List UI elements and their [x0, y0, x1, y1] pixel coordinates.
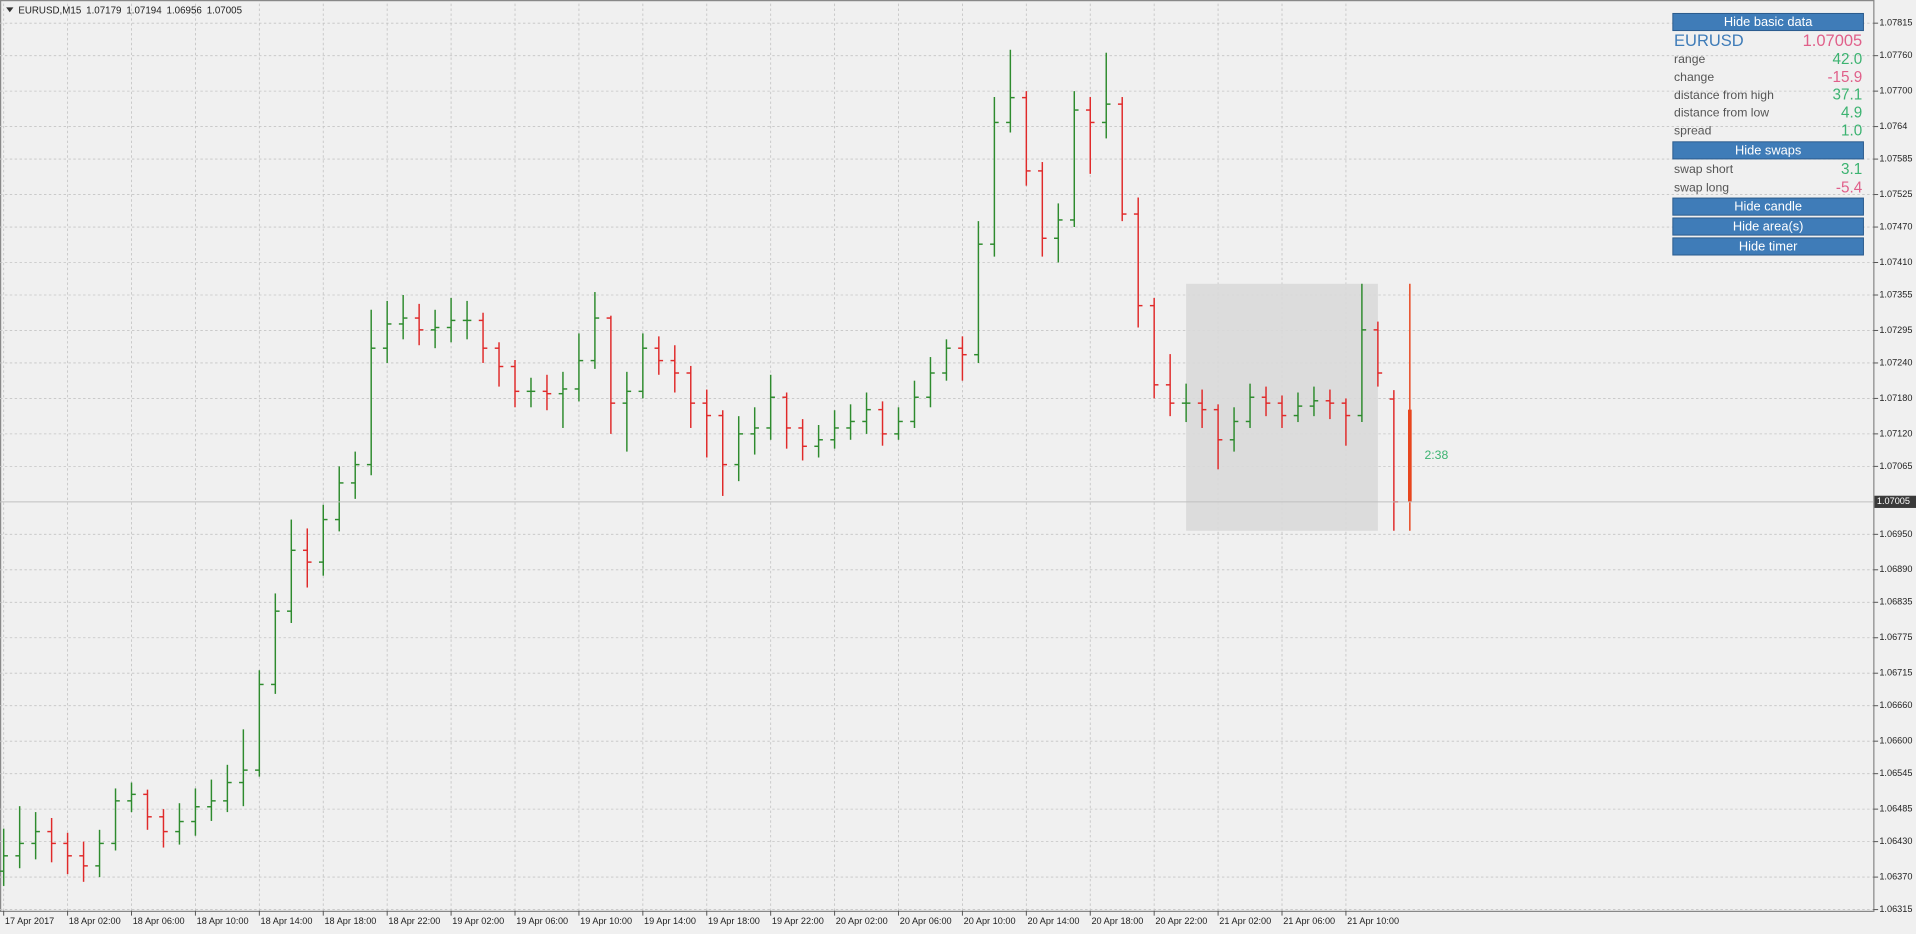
y-tick-label: 1.06660 [1879, 700, 1912, 710]
y-tick-label: 1.07120 [1879, 428, 1912, 438]
info-value: -15.9 [1827, 69, 1862, 86]
y-tick-label: 1.06890 [1879, 564, 1912, 574]
button-face[interactable] [1672, 12, 1864, 32]
header-value: 1.06956 [167, 5, 202, 16]
y-tick-label: 1.07355 [1879, 289, 1912, 299]
info-value: 37.1 [1833, 87, 1863, 104]
y-tick-label: 1.07585 [1879, 154, 1912, 164]
y-tick-label: 1.07525 [1879, 189, 1912, 199]
x-tick-label: 18 Apr 18:00 [324, 916, 376, 926]
y-tick-label: 1.07065 [1879, 461, 1912, 471]
symbol-name: EURUSD [1674, 32, 1744, 50]
x-tick-label: 19 Apr 22:00 [772, 916, 824, 926]
panel-button[interactable]: Hide area(s) [1672, 217, 1864, 236]
y-tick-label: 1.07295 [1879, 325, 1912, 335]
y-tick-label: 1.06430 [1879, 836, 1912, 846]
info-label: range [1674, 52, 1705, 66]
y-tick-label: 1.07410 [1879, 257, 1912, 267]
x-tick-label: 20 Apr 18:00 [1091, 916, 1143, 926]
y-tick-label: 1.06370 [1879, 872, 1912, 882]
x-tick-label: 19 Apr 10:00 [580, 916, 632, 926]
panel-button[interactable]: Hide candle [1672, 197, 1864, 216]
y-tick-label: 1.06950 [1879, 529, 1912, 539]
x-tick-label: 19 Apr 18:00 [708, 916, 760, 926]
plot-frame [0, 0, 1875, 912]
y-tick-label: 1.07470 [1879, 221, 1912, 231]
header-value: 1.07194 [126, 5, 162, 16]
button-label[interactable]: Hide swaps [1735, 142, 1801, 157]
x-tick-label: 18 Apr 22:00 [388, 916, 440, 926]
info-value: 4.9 [1841, 104, 1862, 121]
y-tick-label: 1.06835 [1879, 597, 1912, 607]
x-tick-label: 19 Apr 14:00 [644, 916, 696, 926]
y-tick-label: 1.06775 [1879, 632, 1912, 642]
x-tick-label: 19 Apr 06:00 [516, 916, 568, 926]
x-tick-label: 18 Apr 14:00 [261, 916, 313, 926]
button-label[interactable]: Hide timer [1739, 238, 1798, 253]
x-tick-label: 20 Apr 06:00 [900, 916, 952, 926]
button-face[interactable] [1672, 141, 1864, 160]
y-tick-label: 1.06600 [1879, 736, 1912, 746]
x-tick-label: 20 Apr 14:00 [1028, 916, 1080, 926]
x-tick-label: 18 Apr 02:00 [69, 916, 121, 926]
x-tick-label: 20 Apr 02:00 [836, 916, 888, 926]
x-tick-label: 20 Apr 22:00 [1155, 916, 1207, 926]
header-value: 1.07005 [207, 5, 243, 16]
y-tick-label: 1.06485 [1879, 804, 1912, 814]
panel-button[interactable]: Hide swaps [1672, 141, 1864, 160]
y-tick-label: 1.07240 [1879, 357, 1912, 367]
panel-button[interactable]: Hide basic data [1672, 12, 1864, 32]
info-label: swap short [1674, 162, 1734, 176]
button-face[interactable] [1672, 237, 1864, 256]
x-tick-label: 21 Apr 10:00 [1347, 916, 1399, 926]
button-label[interactable]: Hide area(s) [1733, 219, 1804, 234]
x-tick-label: 19 Apr 02:00 [452, 916, 504, 926]
info-value: 3.1 [1841, 161, 1862, 178]
candle-body [1408, 409, 1412, 502]
info-value: 42.0 [1833, 51, 1863, 68]
timer: 2:38 [1425, 448, 1449, 462]
x-tick-label: 20 Apr 10:00 [964, 916, 1016, 926]
info-label: spread [1674, 124, 1712, 138]
button-label[interactable]: Hide basic data [1724, 14, 1813, 29]
y-tick-label: 1.07760 [1879, 50, 1912, 60]
x-tick-label: 18 Apr 06:00 [133, 916, 185, 926]
button-label[interactable]: Hide candle [1734, 199, 1802, 214]
y-tick-label: 1.06715 [1879, 668, 1912, 678]
y-tick-label: 1.07180 [1879, 393, 1912, 403]
x-tick-label: 21 Apr 02:00 [1219, 916, 1271, 926]
info-label: change [1674, 70, 1714, 84]
x-tick-label: 17 Apr 2017 [5, 916, 54, 926]
y-tick-label: 1.0764 [1879, 121, 1907, 131]
price-label: 1.07005 [1877, 496, 1910, 506]
button-face[interactable] [1672, 197, 1864, 216]
chart-header: EURUSD,M15 1.07179 1.07194 1.06956 1.07005 [18, 5, 242, 16]
y-tick-label: 1.07700 [1879, 86, 1912, 96]
price-label-box [1874, 495, 1916, 508]
info-value: 1.0 [1841, 122, 1862, 139]
y-tick-label: 1.06545 [1879, 768, 1912, 778]
info-label: distance from low [1674, 106, 1769, 120]
info-label: swap long [1674, 180, 1729, 194]
y-tick-label: 1.06315 [1879, 904, 1912, 914]
menu-arrow [6, 7, 14, 13]
info-label: distance from high [1674, 88, 1774, 102]
button-face[interactable] [1672, 217, 1864, 236]
symbol-label: EURUSD,M15 [18, 5, 82, 16]
info-value: -5.4 [1836, 179, 1863, 196]
panel-button[interactable]: Hide timer [1672, 237, 1864, 256]
x-tick-label: 18 Apr 10:00 [197, 916, 249, 926]
symbol-price: 1.07005 [1803, 32, 1863, 50]
x-tick-label: 21 Apr 06:00 [1283, 916, 1335, 926]
y-tick-label: 1.07815 [1879, 18, 1912, 28]
header-value: 1.07179 [86, 5, 121, 16]
